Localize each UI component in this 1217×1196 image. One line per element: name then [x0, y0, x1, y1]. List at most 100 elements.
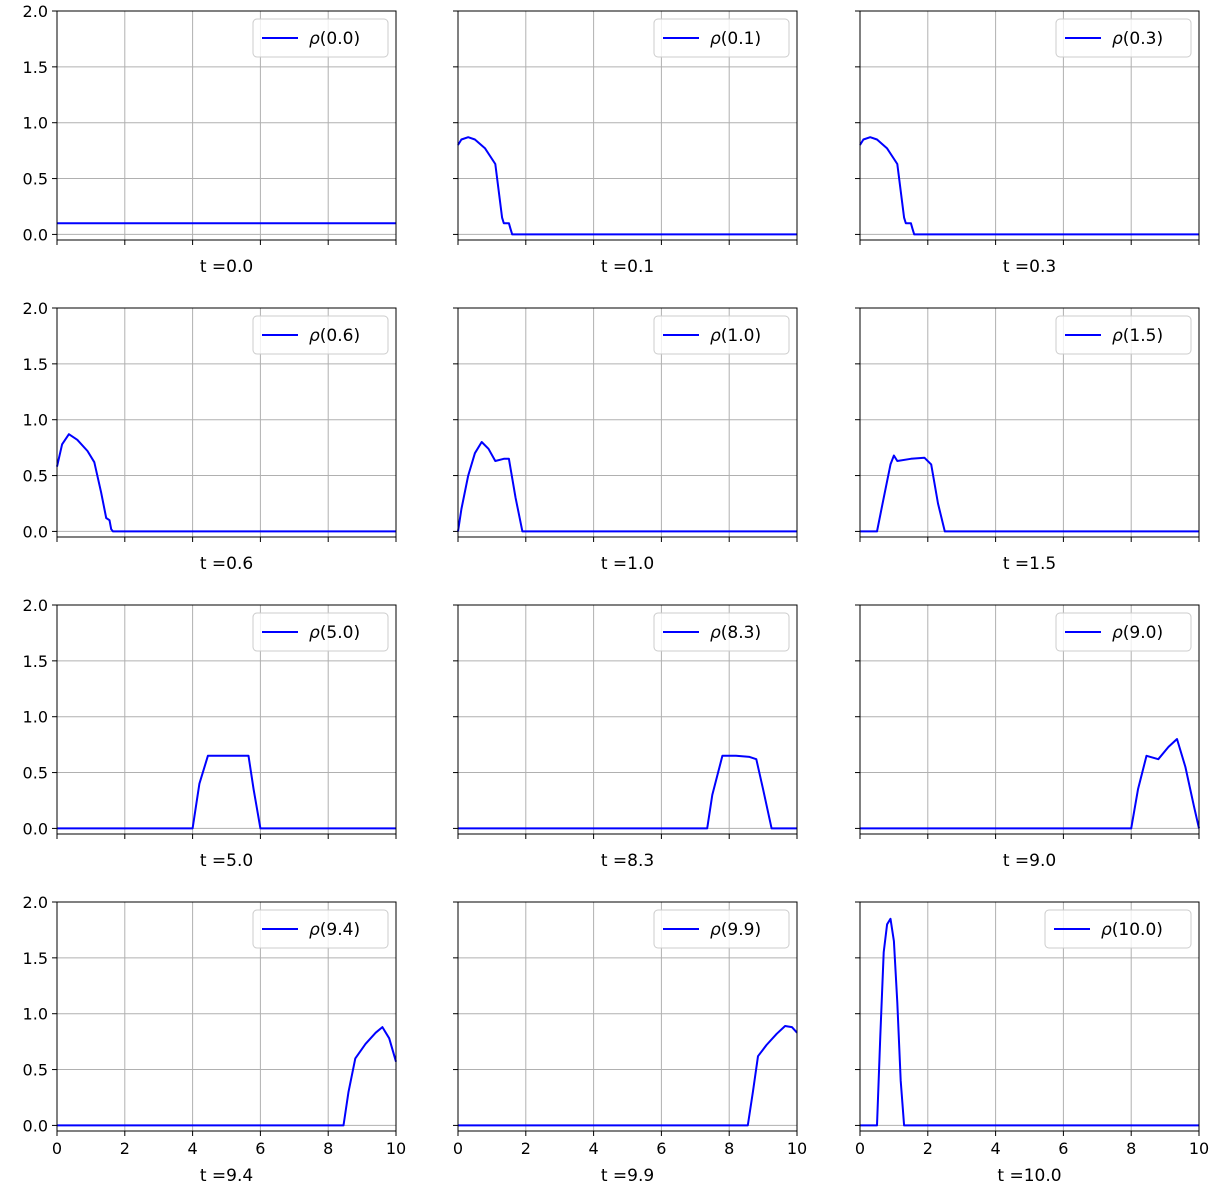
legend: ρ(0.0): [252, 18, 389, 58]
x-tick-label: 10: [787, 1139, 807, 1158]
series-line: [458, 1025, 798, 1127]
y-tick-label: 1.0: [23, 708, 48, 727]
legend-box: [653, 909, 790, 949]
y-tick-label: 0.0: [23, 225, 48, 244]
subplot-6: t =1.5 ρ(1.5): [855, 307, 1200, 574]
subplot-1: 0.0 0.5 1.0 1.5 2.0 t =0.0 ρ(0.0): [23, 2, 397, 277]
x-axis-label: t =9.0: [1003, 851, 1056, 871]
series-line: [457, 136, 797, 236]
series-line: [458, 754, 797, 830]
legend: ρ(10.0): [1044, 909, 1192, 949]
y-tick-label: 1.5: [23, 652, 48, 671]
x-tick-label: 6: [1058, 1139, 1068, 1158]
x-axis-label: t =0.0: [200, 257, 253, 277]
x-tick-label: 2: [521, 1139, 531, 1158]
series-line: [57, 1026, 397, 1127]
y-tick-label: 1.0: [23, 411, 48, 430]
y-tick-label: 0.5: [23, 467, 48, 486]
legend-label: ρ(0.6): [309, 326, 360, 346]
legend-box: [653, 18, 790, 58]
x-tick-label: 0: [52, 1139, 62, 1158]
axes-frame: [859, 10, 1200, 241]
x-tick-label: 0: [855, 1139, 865, 1158]
legend-label: ρ(5.0): [309, 623, 360, 643]
axes-frame: [56, 604, 397, 835]
series-line: [860, 454, 1199, 533]
legend: ρ(5.0): [252, 612, 389, 652]
x-axis-label: t =0.6: [200, 554, 253, 574]
x-axis-label: t =8.3: [601, 851, 654, 871]
axes-frame: [56, 307, 397, 538]
axes-frame: [859, 901, 1200, 1132]
y-tick-label: 2.0: [23, 893, 48, 912]
legend: ρ(0.3): [1055, 18, 1192, 58]
y-tick-label: 2.0: [23, 2, 48, 21]
legend: ρ(8.3): [653, 612, 790, 652]
subplot-8: t =8.3 ρ(8.3): [453, 604, 798, 871]
subplot-9: t =9.0 ρ(9.0): [855, 604, 1200, 871]
legend-label: ρ(9.4): [309, 920, 360, 940]
y-tick-label: 2.0: [23, 596, 48, 615]
x-axis-label: t =5.0: [200, 851, 253, 871]
y-tick-label: 1.5: [23, 949, 48, 968]
legend-box: [252, 315, 389, 355]
y-tick-label: 0.5: [23, 1061, 48, 1080]
x-tick-label: 6: [656, 1139, 666, 1158]
x-tick-label: 6: [255, 1139, 265, 1158]
series-line: [860, 917, 1199, 1127]
subplot-7: 0.0 0.5 1.0 1.5 2.0 t =5.0 ρ(5.0): [23, 596, 397, 871]
x-tick-label: 4: [991, 1139, 1001, 1158]
subplot-2: t =0.1 ρ(0.1): [453, 10, 798, 277]
subplot-11: 0 2 4 6 8 10 t =9.9 ρ(9.9): [453, 901, 807, 1186]
legend-box: [252, 612, 389, 652]
subplot-4: 0.0 0.5 1.0 1.5 2.0 t =0.6 ρ(0.6): [23, 299, 397, 574]
legend: ρ(1.0): [653, 315, 790, 355]
legend-label: ρ(9.9): [710, 920, 761, 940]
legend-box: [1044, 909, 1192, 949]
x-axis-label: t =1.5: [1003, 554, 1056, 574]
x-axis-label: t =10.0: [997, 1166, 1061, 1186]
legend-label: ρ(9.0): [1112, 623, 1163, 643]
y-tick-label: 1.5: [23, 355, 48, 374]
y-tick-label: 0.5: [23, 170, 48, 189]
axes-frame: [56, 901, 397, 1132]
legend-box: [252, 909, 389, 949]
y-tick-label: 2.0: [23, 299, 48, 318]
x-tick-label: 8: [724, 1139, 734, 1158]
y-tick-label: 0.0: [23, 1116, 48, 1135]
axes-frame: [457, 604, 798, 835]
legend-box: [653, 612, 790, 652]
y-tick-label: 1.0: [23, 1005, 48, 1024]
subplot-10: 0.0 0.5 1.0 1.5 2.0 0 2 4 6 8 10 t =9.4 ρ(9.4): [23, 893, 407, 1186]
subplot-3: t =0.3 ρ(0.3): [855, 10, 1200, 277]
axes-frame: [457, 307, 798, 538]
axes-frame: [56, 10, 397, 241]
legend-box: [1055, 315, 1192, 355]
y-tick-label: 0.0: [23, 522, 48, 541]
y-tick-label: 1.5: [23, 58, 48, 77]
legend-label: ρ(10.0): [1101, 920, 1163, 940]
axes-frame: [859, 604, 1200, 835]
legend: ρ(1.5): [1055, 315, 1192, 355]
legend-label: ρ(0.1): [710, 29, 761, 49]
series-line: [56, 433, 396, 533]
axes-frame: [457, 10, 798, 241]
x-tick-label: 4: [589, 1139, 599, 1158]
legend: ρ(9.9): [653, 909, 790, 949]
y-tick-label: 0.0: [23, 819, 48, 838]
legend-label: ρ(1.0): [710, 326, 761, 346]
x-tick-label: 10: [386, 1139, 406, 1158]
legend: ρ(9.0): [1055, 612, 1192, 652]
x-axis-label: t =9.4: [200, 1166, 253, 1186]
series-line: [859, 136, 1199, 236]
x-tick-label: 2: [923, 1139, 933, 1158]
legend-label: ρ(0.0): [309, 29, 360, 49]
x-axis-label: t =0.3: [1003, 257, 1056, 277]
series-line: [860, 738, 1200, 830]
x-axis-label: t =0.1: [601, 257, 654, 277]
subplot-5: t =1.0 ρ(1.0): [453, 307, 798, 574]
x-tick-label: 8: [1126, 1139, 1136, 1158]
y-tick-label: 0.5: [23, 764, 48, 783]
y-tick-label: 1.0: [23, 114, 48, 133]
